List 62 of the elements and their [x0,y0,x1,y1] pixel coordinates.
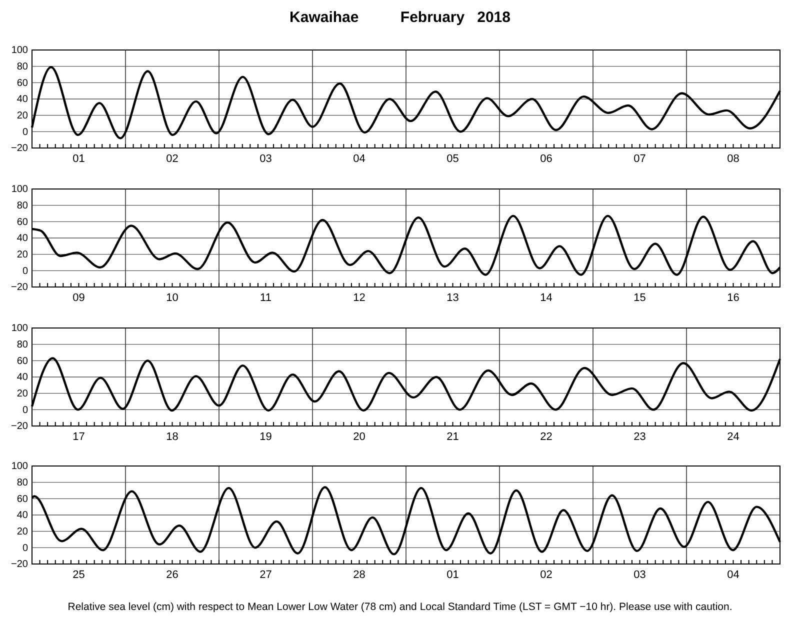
y-tick-label: 40 [16,372,28,384]
y-tick-label: 100 [11,461,28,472]
y-tick-label: 60 [16,494,28,505]
x-tick-label: 06 [540,152,552,165]
x-tick-label: 25 [72,568,85,581]
x-tick-label: 16 [727,292,740,304]
y-tick-label: 40 [16,510,28,522]
x-tick-label: 19 [260,430,272,443]
x-tick-label: 01 [446,568,459,581]
x-tick-label: 28 [353,568,366,581]
y-tick-label: −20 [11,143,28,154]
x-tick-label: 27 [260,568,272,581]
y-tick-label: 100 [11,323,28,334]
y-tick-label: 60 [16,216,28,228]
x-tick-label: 02 [166,152,178,165]
y-tick-label: 60 [16,356,28,367]
x-tick-label: 01 [72,152,85,165]
y-tick-label: 100 [11,45,28,56]
x-tick-label: 07 [634,152,646,165]
x-tick-label: 24 [727,430,740,443]
x-tick-label: 03 [260,152,272,165]
y-tick-label: −20 [11,421,28,432]
y-tick-label: 20 [16,110,28,122]
y-tick-label: 0 [22,542,28,554]
x-tick-label: 14 [540,292,552,304]
y-tick-label: 60 [16,78,28,89]
x-tick-label: 21 [446,430,459,443]
y-tick-label: 0 [22,266,28,277]
y-tick-label: 80 [16,62,28,73]
x-tick-label: 08 [727,152,740,165]
x-tick-label: 05 [446,152,459,165]
x-tick-label: 22 [540,430,552,443]
x-tick-label: 11 [260,292,272,304]
x-tick-label: 02 [540,568,552,581]
x-tick-label: 10 [166,292,178,304]
x-tick-label: 17 [72,430,85,443]
y-tick-label: 0 [22,404,28,416]
y-tick-label: 20 [16,388,28,400]
x-tick-label: 20 [353,430,366,443]
chart-title: Kawaihae February 2018 [290,9,510,26]
y-tick-label: −20 [11,282,28,294]
y-tick-label: 20 [16,250,28,261]
y-tick-label: 40 [16,94,28,106]
x-tick-label: 09 [72,292,85,304]
y-tick-label: 20 [16,526,28,538]
x-tick-label: 04 [353,152,366,165]
y-tick-label: 100 [11,184,28,196]
x-tick-label: 26 [166,568,178,581]
y-tick-label: −20 [11,559,28,570]
x-tick-label: 04 [727,568,740,581]
y-tick-label: 40 [16,233,28,244]
x-tick-label: 15 [634,292,646,304]
y-tick-label: 80 [16,340,28,351]
text: Relative sea level (cm) with respect to Mean Lower Low Water (78 cm) and Local Standard Time (LST = GMT −10 hr). Please use with caution. [68,601,732,613]
x-tick-label: 12 [353,292,366,304]
x-tick-label: 13 [446,292,459,304]
x-tick-label: 18 [166,430,178,443]
y-tick-label: 0 [22,126,28,138]
x-tick-label: 23 [634,430,646,443]
x-tick-label: 03 [634,568,646,581]
y-tick-label: 80 [16,200,28,212]
y-tick-label: 80 [16,478,28,489]
